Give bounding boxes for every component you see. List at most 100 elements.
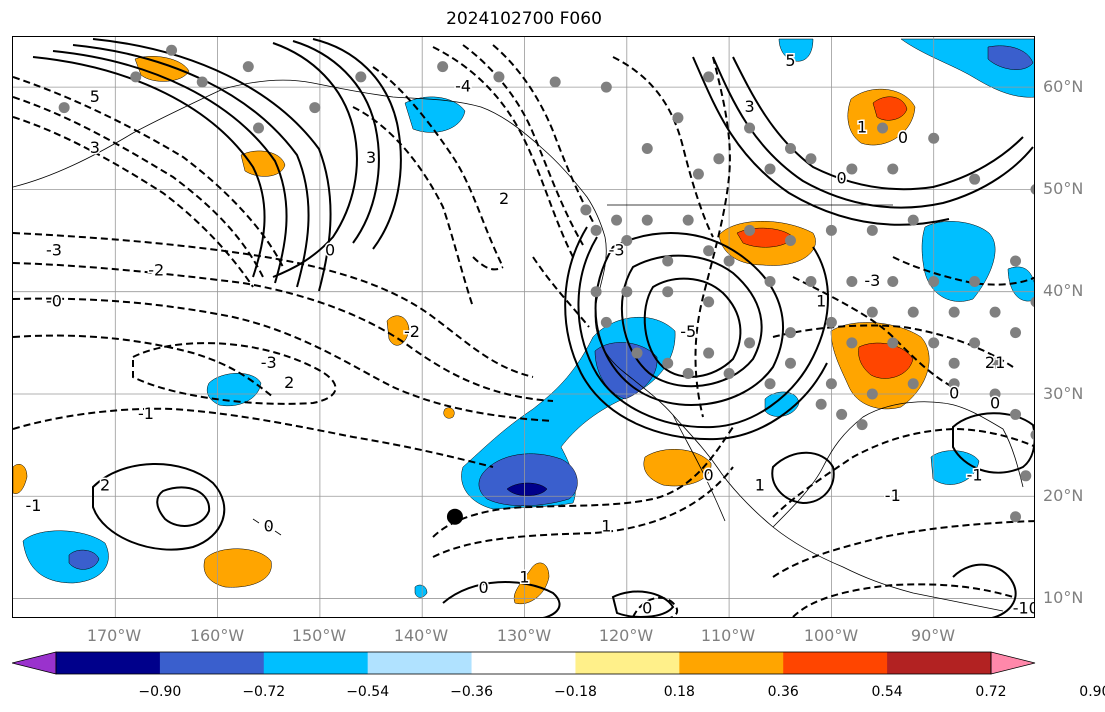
station-dot: [1030, 429, 1034, 441]
station-dot: [846, 163, 858, 175]
graticule: [13, 37, 1034, 617]
contour-pos: [442, 581, 561, 617]
colorbar-frame: [55, 651, 992, 675]
station-dot: [969, 337, 981, 349]
contour-label: 0: [478, 578, 488, 597]
colorbar-segment: [159, 652, 265, 674]
anomaly-fill-neg: [930, 450, 980, 485]
contour-label: -2: [404, 322, 420, 341]
station-dot: [815, 398, 827, 410]
anomaly-fill-neg: [22, 530, 109, 584]
contour-label: -1: [885, 486, 901, 505]
anomaly-fill-neg: [404, 96, 466, 133]
station-dot: [836, 408, 848, 420]
station-dot: [641, 142, 653, 154]
contour-pos: [72, 44, 310, 288]
station-dot: [764, 378, 776, 390]
station-dot: [166, 44, 178, 56]
contour-label: 3: [744, 97, 754, 116]
contour-pos: [52, 50, 288, 284]
station-dot: [437, 61, 449, 73]
contour-label: 1: [816, 291, 826, 310]
contour-neg: [372, 66, 504, 268]
station-dot: [928, 132, 940, 144]
map-panel: 5 5 3 -3 -2 -0 -3 2 -1 -2 0 3 -4 2 -3 -5 2 -1 0 1 0 1 0 0 1 0 -1 0 1…: [12, 36, 1035, 618]
station-dot: [744, 337, 756, 349]
station-dot: [1010, 511, 1022, 523]
anomaly-fill-neg: [594, 342, 658, 400]
contour-pos: [292, 40, 380, 244]
station-dot: [196, 76, 208, 88]
anomaly-fill-pos: [386, 315, 410, 346]
lat-label: 30°N: [1043, 384, 1084, 403]
station-dots: [58, 44, 1034, 523]
contour-label: 2: [284, 373, 294, 392]
colorbar-segment: [471, 652, 576, 674]
contour-pos: [692, 56, 950, 226]
station-dot: [493, 71, 505, 83]
station-dot: [703, 71, 715, 83]
station-dot: [907, 378, 919, 390]
contour-neg: [532, 256, 590, 328]
contour-neg: [772, 520, 1034, 578]
station-dot: [948, 357, 960, 369]
lon-label: 160°W: [189, 626, 245, 645]
station-dot: [682, 214, 694, 226]
contour-neg: [13, 334, 274, 398]
station-dot: [805, 275, 817, 287]
contour-neg: [132, 342, 337, 405]
station-dot: [784, 142, 796, 154]
station-dot: [355, 71, 367, 83]
contour-label: 3: [90, 138, 100, 157]
contour-neg: [772, 324, 1014, 368]
station-dot: [723, 255, 735, 267]
colorbar-tick-label: 0.54: [871, 684, 903, 700]
contour-pos: [594, 232, 784, 406]
contour-label: -3: [609, 240, 625, 259]
station-dot: [1030, 296, 1034, 308]
station-dot: [590, 286, 602, 298]
colorbar-segment: [575, 652, 680, 674]
station-dot: [631, 347, 643, 359]
station-dot: [723, 368, 735, 380]
station-dot: [989, 357, 1001, 369]
station-dot: [805, 153, 817, 165]
station-dot: [621, 235, 633, 247]
contour-label: 21: [985, 353, 1005, 372]
station-dot: [856, 419, 868, 431]
contour-label: 0: [704, 465, 714, 484]
contour-label: 0: [837, 169, 847, 188]
station-dot: [1010, 327, 1022, 339]
station-dot: [662, 357, 674, 369]
anomaly-fill-pos: [872, 96, 908, 121]
contour-neg: [772, 427, 1034, 518]
baja-coast: [672, 414, 726, 522]
storm-center-marker: [446, 508, 463, 525]
coastlines: [13, 79, 1024, 612]
station-dot: [784, 327, 796, 339]
contour-pos: [564, 226, 828, 441]
anomaly-fill-pos: [13, 464, 28, 494]
contour-neg: [432, 46, 574, 258]
station-dot: [764, 163, 776, 175]
colorbar-segment: [783, 652, 888, 674]
station-dot: [672, 112, 684, 124]
colorbar-tick-label: −0.90: [138, 684, 182, 700]
station-dot: [764, 275, 776, 287]
station-dot: [784, 235, 796, 247]
contour-neg: [13, 116, 254, 288]
contour-neg: [432, 426, 734, 538]
anomaly-fill-neg: [414, 584, 428, 598]
colorbar-tick-label: −0.72: [242, 684, 286, 700]
station-dot: [744, 122, 756, 134]
anomaly-fill-pos: [203, 548, 272, 588]
contour-label: 1: [857, 118, 867, 137]
contour-neg: [13, 96, 264, 278]
anomaly-fill-neg: [778, 38, 814, 62]
lon-label: 170°W: [86, 626, 142, 645]
contour-label: 0: [264, 516, 274, 535]
contour-neg: [13, 407, 494, 468]
contour-label: 3: [366, 148, 376, 167]
contour-neg: [13, 76, 284, 268]
contour-pos: [611, 590, 675, 617]
